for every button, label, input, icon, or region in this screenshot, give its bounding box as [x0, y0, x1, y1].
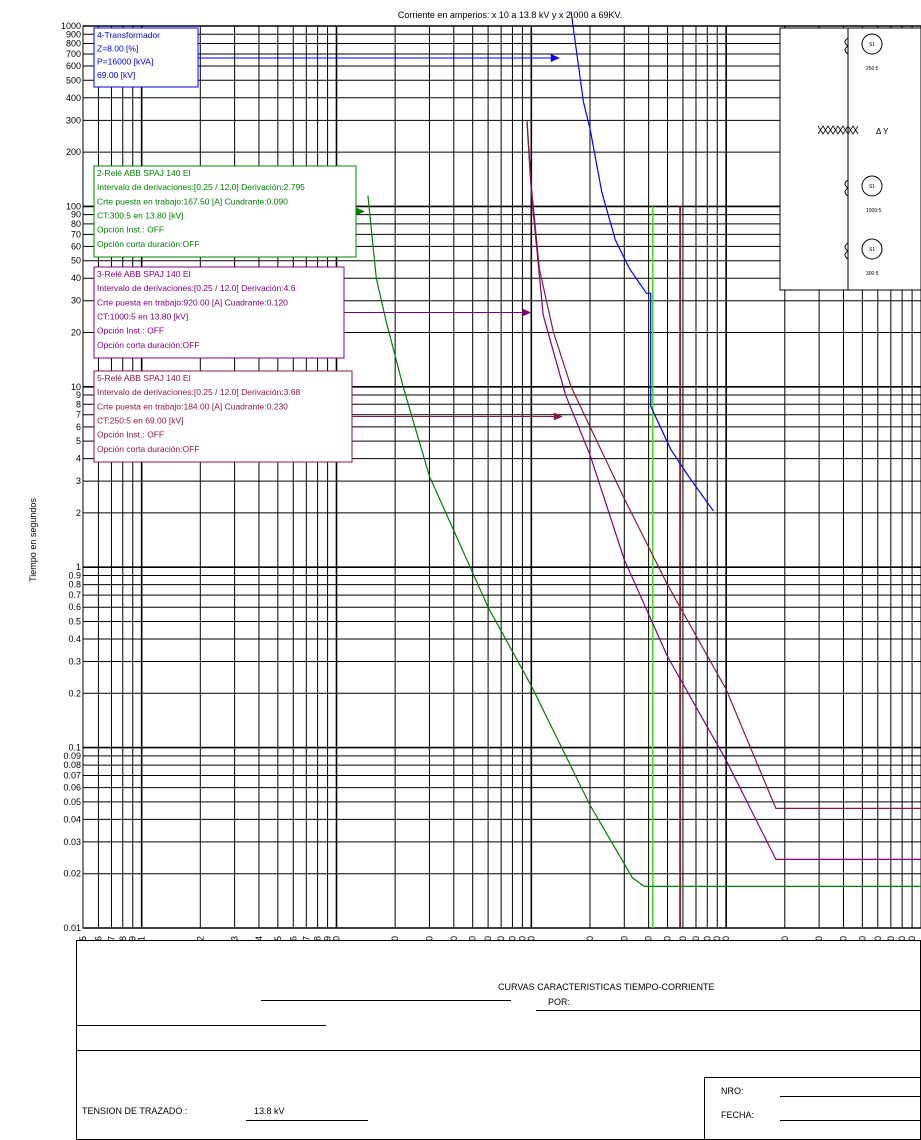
- ct-symbol: S1: [869, 247, 875, 253]
- y-tick-label: 70: [71, 229, 81, 239]
- y-tick-label: 30: [71, 296, 81, 306]
- tension-underline: [246, 1120, 368, 1121]
- annotation-text: Crte puesta en trabajo:920.00 [A] Cuadra…: [97, 297, 288, 307]
- footer-title: CURVAS CARACTERISTICAS TIEMPO-CORRIENTE: [498, 982, 715, 992]
- arrow-head: [522, 309, 531, 317]
- y-tick-label: 0.01: [63, 923, 81, 933]
- annotation-text: Intervalo de derivaciones:[0.25 / 12.0] …: [97, 182, 305, 192]
- y-tick-label: 6: [76, 422, 81, 432]
- series-line: [368, 196, 921, 887]
- annotation-text: 69.00 [kV]: [97, 70, 135, 80]
- y-tick-label: 0.5: [68, 617, 81, 627]
- annotation-text: CT:300:5 en 13.80 [kV]: [97, 211, 183, 221]
- y-tick-label: 1: [76, 562, 81, 572]
- y-tick-label: 1000: [61, 21, 81, 31]
- title-block: CURVAS CARACTERISTICAS TIEMPO-CORRIENTE …: [76, 940, 921, 1140]
- annotation-layer: 4-Transformador Z=8.00 [%] P=16000 [kVA] 69…: [94, 28, 563, 462]
- y-tick-label: 100: [66, 201, 81, 211]
- annotation-text: 2-Relé ABB SPAJ 140 EI: [97, 168, 191, 178]
- y-tick-label: 0.1: [68, 743, 81, 753]
- ct-ratio-label: 300:5: [866, 271, 879, 277]
- por-underline: [536, 1010, 921, 1011]
- fecha-underline: [780, 1120, 921, 1121]
- annotation-text: Z=8.00 [%]: [97, 43, 138, 53]
- y-tick-label: 7: [76, 410, 81, 420]
- title-block-underline: [76, 1025, 326, 1026]
- title-block-rule: [76, 1050, 921, 1051]
- ct-ratio-label: 250:5: [866, 66, 879, 72]
- annotation-text: Opción Inst.: OFF: [97, 430, 164, 440]
- y-tick-label: 50: [71, 256, 81, 266]
- annotation-text: Opción corta duración:OFF: [97, 239, 200, 249]
- nro-underline: [780, 1096, 921, 1097]
- y-tick-label: 5: [76, 436, 81, 446]
- annotation-text: 4-Transformador: [97, 30, 160, 40]
- nro-label: NRO:: [721, 1086, 744, 1096]
- y-tick-label: 700: [66, 49, 81, 59]
- y-tick-label: 0.3: [68, 657, 81, 667]
- y-tick-label: 300: [66, 115, 81, 125]
- single-line-diagram: S1 250:5 S1 1000:5 S1 300:5 Δ Y: [780, 28, 921, 290]
- annotation-text: 5-Relé ABB SPAJ 140 EI: [97, 373, 191, 383]
- y-tick-label: 0.02: [63, 869, 81, 879]
- chart-title: Corriente en amperios: x 10 a 13.8 kV y …: [398, 10, 622, 20]
- tcc-chart: S1 250:5 S1 1000:5 S1 300:5 Δ Y 4-Transformado…: [0, 0, 921, 940]
- annotation-text: Crte puesta en trabajo:184.00 [A] Cuadra…: [97, 401, 288, 411]
- annotation-text: Intervalo de derivaciones:[0.25 / 12.0] …: [97, 283, 296, 293]
- y-axis-label: Tiempo en segundos: [28, 498, 38, 582]
- y-tick-label: 10: [71, 382, 81, 392]
- annotation-text: CT:250:5 en 69.00 [kV]: [97, 416, 183, 426]
- series-line: [571, 12, 713, 511]
- annotation-text: Opción Inst.: OFF: [97, 225, 164, 235]
- y-tick-label: 20: [71, 327, 81, 337]
- annotation-text: Crte puesta en trabajo:167.50 [A] Cuadra…: [97, 196, 288, 206]
- y-tick-label: 0.06: [63, 783, 81, 793]
- y-tick-label: 0.6: [68, 602, 81, 612]
- y-tick-label: 40: [71, 273, 81, 283]
- annotation-text: P=16000 [kVA]: [97, 57, 153, 67]
- y-tick-label: 500: [66, 75, 81, 85]
- y-tick-label: 3: [76, 476, 81, 486]
- y-tick-label: 0.4: [68, 634, 81, 644]
- annotation-text: Opción corta duración:OFF: [97, 444, 200, 454]
- y-tick-label: 8: [76, 399, 81, 409]
- tension-value: 13.8 kV: [254, 1106, 285, 1116]
- transformer-symbol: Δ Y: [876, 127, 889, 136]
- y-tick-label: 800: [66, 38, 81, 48]
- annotation-text: Opción Inst.: OFF: [97, 326, 164, 336]
- footer-por-label: POR:: [548, 997, 570, 1007]
- arrow-head: [551, 54, 560, 62]
- y-tick-label: 0.08: [63, 760, 81, 770]
- y-tick-label: 0.05: [63, 797, 81, 807]
- ct-ratio-label: 1000:5: [866, 208, 882, 214]
- fecha-label: FECHA:: [721, 1110, 754, 1120]
- annotation-text: CT:1000:5 en 13.80 [kV]: [97, 312, 188, 322]
- y-tick-label: 400: [66, 93, 81, 103]
- title-block-underline: [261, 1000, 511, 1001]
- annotation-text: 3-Relé ABB SPAJ 140 EI: [97, 269, 191, 279]
- ct-symbol: S1: [869, 184, 875, 190]
- y-tick-label: 80: [71, 219, 81, 229]
- y-tick-label: 200: [66, 147, 81, 157]
- arrow-head: [554, 413, 563, 421]
- y-tick-label: 0.7: [68, 590, 81, 600]
- y-tick-label: 60: [71, 241, 81, 251]
- y-tick-label: 0.04: [63, 814, 81, 824]
- y-tick-label: 0.03: [63, 837, 81, 847]
- y-tick-label: 600: [66, 61, 81, 71]
- ct-symbol: S1: [869, 42, 875, 48]
- y-tick-label: 0.8: [68, 580, 81, 590]
- tension-label: TENSION DE TRAZADO :: [82, 1106, 187, 1116]
- y-tick-label: 4: [76, 454, 81, 464]
- y-tick-label: 0.07: [63, 771, 81, 781]
- y-tick-label: 2: [76, 508, 81, 518]
- annotation-text: Opción corta duración:OFF: [97, 340, 200, 350]
- y-tick-label: 0.2: [68, 688, 81, 698]
- diagram-frame: [780, 28, 921, 290]
- annotation-text: Intervalo de derivaciones:[0.25 / 12.0] …: [97, 387, 300, 397]
